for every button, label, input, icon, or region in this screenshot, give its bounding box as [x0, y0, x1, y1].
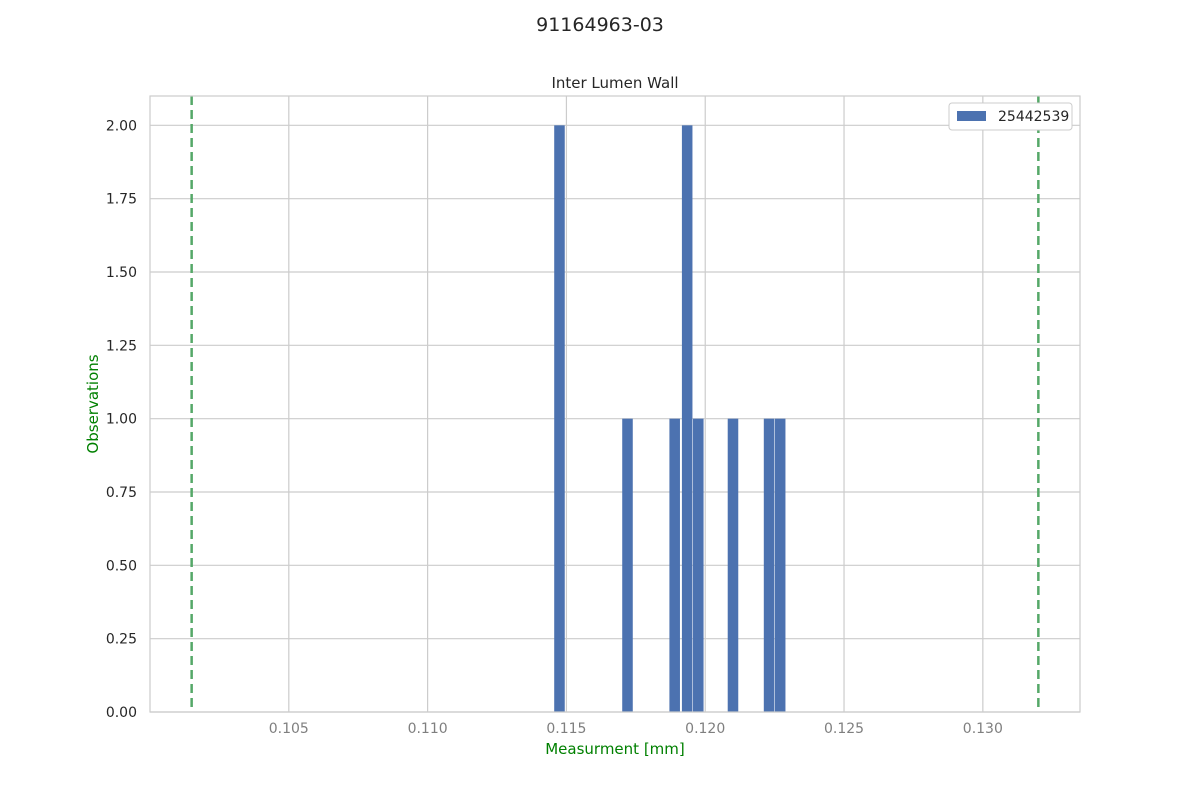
chart-title: Inter Lumen Wall	[551, 74, 678, 92]
plot-frame	[149, 95, 1081, 713]
histogram-bar	[727, 418, 739, 712]
reference-lines	[190, 96, 1040, 712]
x-tick-label: 0.105	[269, 721, 309, 737]
y-tick-label: 0.00	[106, 705, 137, 721]
legend-swatch	[957, 111, 986, 121]
histogram-bar	[774, 418, 786, 712]
legend-label: 25442539	[998, 109, 1069, 125]
histogram-bar	[693, 418, 704, 712]
histogram-bar	[554, 125, 565, 713]
y-gridlines	[150, 124, 1080, 713]
y-tick-label: 0.25	[106, 632, 137, 648]
x-tick-label: 0.125	[824, 721, 864, 737]
x-tick-label: 0.110	[408, 721, 448, 737]
histogram-bar	[669, 418, 680, 712]
figure-title: 91164963-03	[536, 14, 664, 36]
y-tick-label: 1.00	[106, 412, 137, 428]
y-axis-label: Observations	[84, 354, 102, 453]
y-tick-label: 1.75	[106, 192, 137, 208]
legend-box	[948, 102, 1073, 131]
histogram-bar	[622, 418, 633, 712]
legend: 25442539	[948, 102, 1073, 131]
x-gridlines	[288, 96, 984, 712]
x-tick-labels: 0.105 0.110 0.115 0.120 0.125 0.130	[269, 721, 1003, 737]
y-tick-labels: 0.00 0.25 0.50 0.75 1.00 1.25 1.50 1.75 2.00	[106, 118, 137, 721]
y-tick-label: 0.50	[106, 558, 137, 574]
x-tick-label: 0.120	[685, 721, 725, 737]
histogram-bar	[681, 125, 693, 713]
y-tick-label: 0.75	[106, 485, 137, 501]
x-tick-label: 0.115	[546, 721, 586, 737]
y-tick-label: 2.00	[106, 118, 137, 134]
y-tick-label: 1.25	[106, 338, 137, 354]
x-tick-label: 0.130	[963, 721, 1003, 737]
bar-series	[554, 125, 786, 713]
histogram-bar	[763, 418, 775, 712]
x-axis-label: Measurment [mm]	[545, 740, 685, 758]
y-tick-label: 1.50	[106, 265, 137, 281]
